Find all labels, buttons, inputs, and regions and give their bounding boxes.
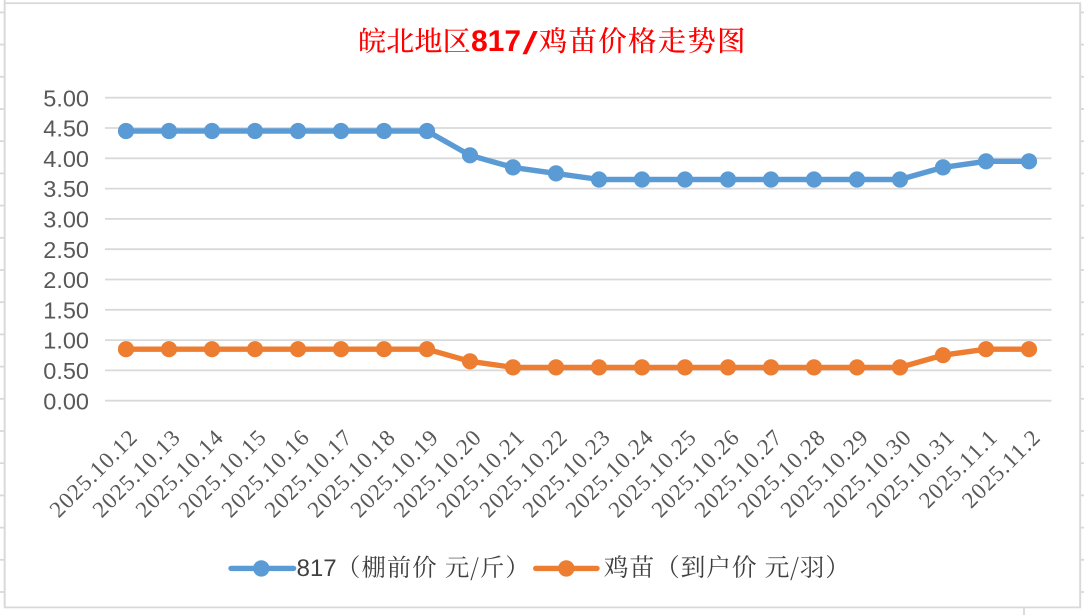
svg-text:3.50: 3.50: [43, 176, 89, 202]
svg-text:3.00: 3.00: [43, 207, 89, 233]
svg-text:0.00: 0.00: [43, 388, 89, 414]
svg-text:1.00: 1.00: [43, 328, 89, 354]
svg-text:5.00: 5.00: [43, 85, 89, 111]
svg-text:4.50: 4.50: [43, 116, 89, 142]
svg-text:0.50: 0.50: [43, 358, 89, 384]
svg-text:2.00: 2.00: [43, 267, 89, 293]
svg-text:2.50: 2.50: [43, 237, 89, 263]
svg-text:1.50: 1.50: [43, 297, 89, 323]
svg-text:4.00: 4.00: [43, 146, 89, 172]
